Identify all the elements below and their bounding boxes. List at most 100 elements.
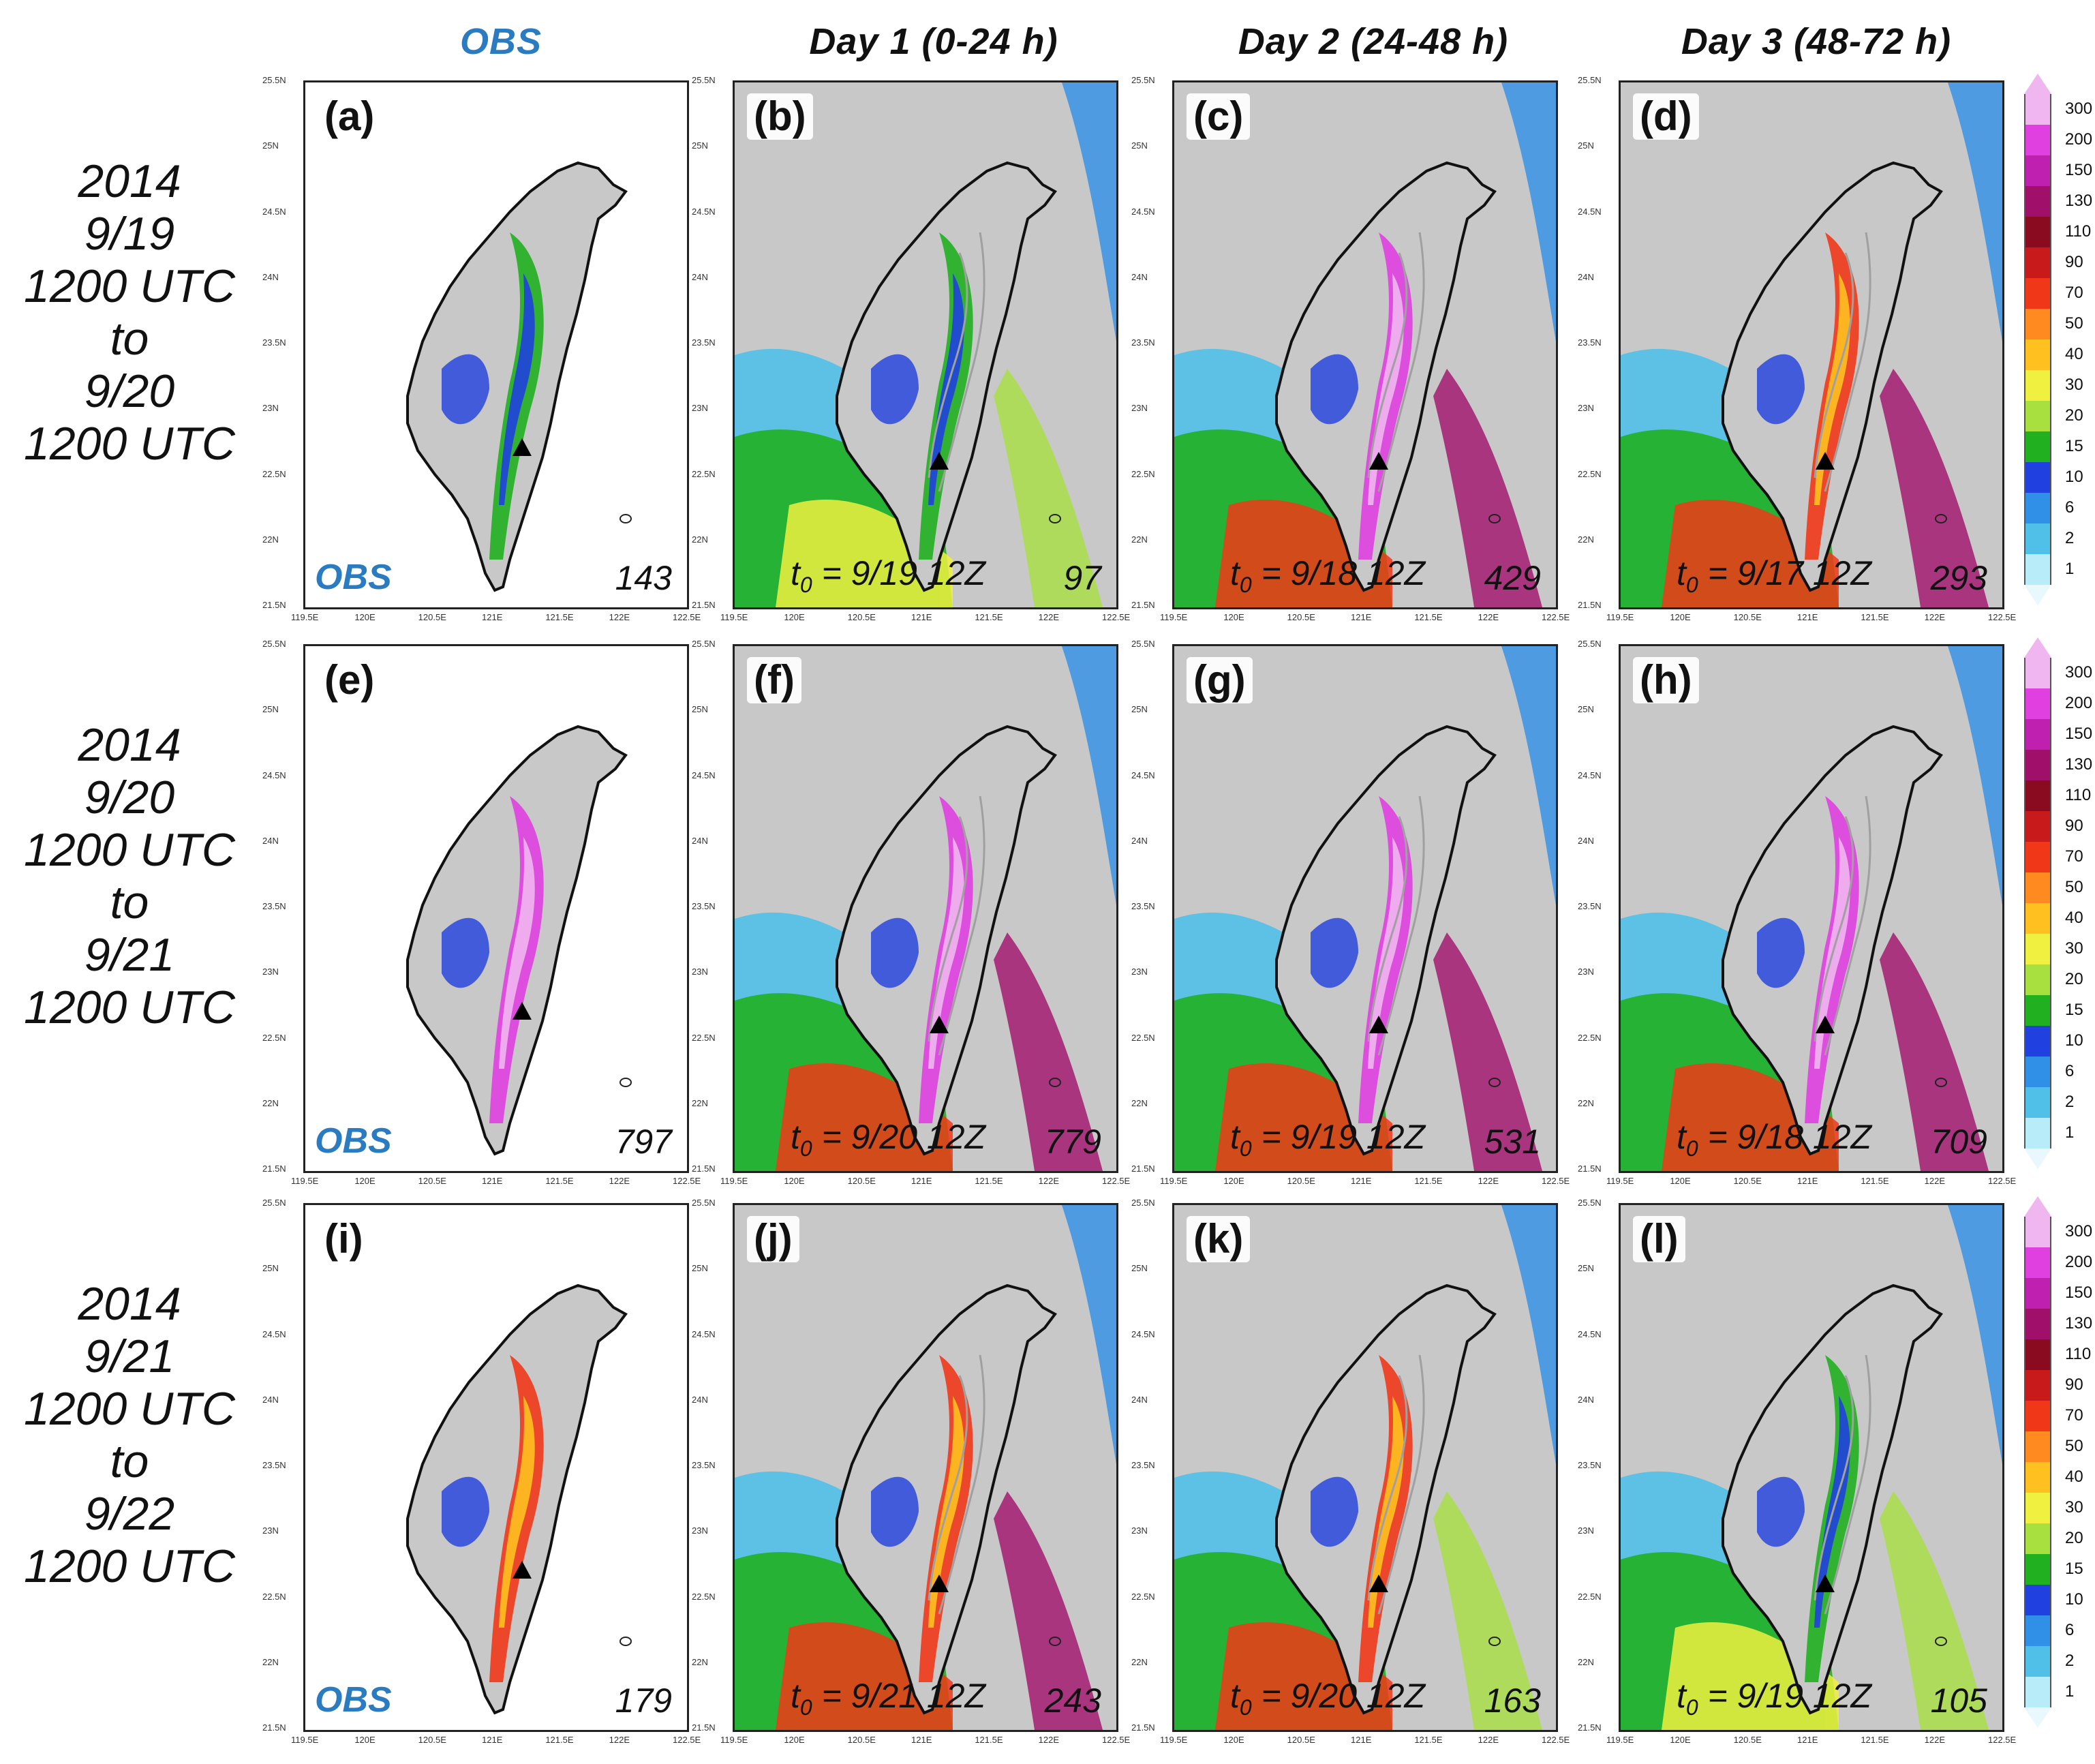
lat-tick-label: 23.5N: [262, 901, 286, 911]
row-label-line: 1200 UTC: [24, 260, 235, 312]
lat-tick-label: 22N: [1578, 1656, 1594, 1667]
init-time-sub: 0: [1239, 1695, 1252, 1720]
colorbar-swatch: [2024, 1087, 2051, 1118]
column-heading-2: Day 2 (24-48 h): [1238, 21, 1509, 62]
obs-tag: OBS: [315, 1121, 392, 1161]
lon-tick-label: 120.5E: [847, 1176, 876, 1186]
lat-tick-label: 21.5N: [1131, 600, 1155, 610]
panel-label: (h): [1633, 657, 1699, 703]
map-panel-0-2: (c) t0 = 9/18 12Z 429: [1172, 80, 1558, 609]
init-time-sub: 0: [799, 1695, 812, 1720]
rain-patch: [1757, 917, 1805, 988]
lat-tick-label: 22.5N: [1131, 1591, 1155, 1602]
lon-tick-label: 120E: [784, 612, 805, 622]
lon-tick-label: 120E: [1670, 612, 1691, 622]
column-heading-3: Day 3 (48-72 h): [1681, 21, 1952, 62]
lat-tick-label: 23N: [692, 403, 708, 414]
rain-band: [1062, 646, 1116, 905]
lon-tick-label: 121E: [1797, 612, 1818, 622]
colorbar-swatch: [2024, 1431, 2051, 1462]
max-rainfall-value: 97: [1063, 559, 1101, 597]
lat-tick-label: 25N: [692, 1263, 708, 1274]
lat-tick-label: 22N: [692, 1097, 708, 1108]
lat-tick-label: 25N: [262, 1263, 279, 1274]
terrain-contour: [1814, 1354, 1871, 1615]
colorbar-tick-label: 150: [2065, 1283, 2093, 1302]
lon-tick-label: 120.5E: [418, 1176, 446, 1186]
islet: [1049, 1078, 1061, 1087]
colorbar-swatch: [2024, 217, 2051, 247]
islet: [1488, 514, 1501, 523]
colorbar-tick-label: 70: [2065, 284, 2083, 302]
coastline: [406, 161, 628, 592]
rain-patch: [442, 354, 489, 425]
colorbar-swatch: [2024, 1309, 2051, 1339]
colorbar-tick-label: 90: [2065, 1375, 2083, 1394]
max-location-marker: [930, 1575, 949, 1592]
panel-label: (f): [747, 657, 801, 703]
lat-tick-label: 24N: [692, 835, 708, 846]
lon-tick-label: 121E: [1797, 1735, 1818, 1745]
colorbar-tick-label: 15: [2065, 1560, 2083, 1578]
lon-tick-label: 120E: [1223, 1735, 1244, 1745]
lat-tick-label: 21.5N: [262, 600, 286, 610]
lat-tick-label: 21.5N: [692, 1164, 716, 1174]
lon-tick-label: 122.5E: [1102, 1176, 1131, 1186]
colorbar-tick-label: 90: [2065, 817, 2083, 835]
max-rainfall-value: 179: [615, 1682, 672, 1720]
lat-tick-label: 22N: [262, 534, 279, 545]
colorbar-tick-label: 1: [2065, 1682, 2075, 1701]
lon-tick-label: 122E: [609, 1735, 630, 1745]
colorbar-tick-label: 130: [2065, 1314, 2093, 1333]
lat-tick-label: 25N: [1578, 1263, 1594, 1274]
lat-tick-label: 21.5N: [692, 1722, 716, 1733]
lat-tick-label: 25N: [692, 704, 708, 715]
row-label-line: 1200 UTC: [24, 982, 235, 1033]
colorbar-swatch: [2024, 278, 2051, 309]
lat-tick-label: 24.5N: [692, 1328, 716, 1339]
lat-tick-label: 21.5N: [1578, 1164, 1602, 1174]
panel-label: (l): [1633, 1216, 1685, 1262]
lat-tick-label: 22N: [692, 534, 708, 545]
lat-tick-label: 24N: [1131, 271, 1148, 282]
lat-tick-label: 24N: [262, 1394, 279, 1405]
lon-tick-label: 122E: [1924, 612, 1946, 622]
map-panel-2-2: (k) t0 = 9/20 12Z 163: [1172, 1203, 1558, 1732]
map-panel-1-3: (h) t0 = 9/18 12Z 709: [1619, 644, 2004, 1173]
lon-tick-label: 122E: [1038, 1176, 1060, 1186]
colorbar-tick-label: 70: [2065, 1406, 2083, 1425]
colorbar-tick-label: 110: [2065, 222, 2092, 241]
lon-tick-label: 119.5E: [291, 612, 319, 622]
lat-tick-label: 24.5N: [262, 206, 286, 217]
colorbar-swatch: [2024, 1056, 2051, 1087]
rain-band: [1501, 1205, 1556, 1464]
terrain-contour: [928, 232, 985, 492]
map-panel-1-1: (f) t0 = 9/20 12Z 779: [733, 644, 1118, 1173]
row-label-line: 2014: [78, 155, 181, 207]
lon-tick-label: 119.5E: [1160, 1176, 1188, 1186]
init-time-label: t0 = 9/19 12Z: [791, 553, 985, 598]
colorbar-tick-label: 40: [2065, 1468, 2083, 1486]
init-time-text: = 9/19 12Z: [1251, 1118, 1426, 1156]
init-time-label: t0 = 9/20 12Z: [1230, 1676, 1425, 1720]
colorbar-tick-label: 130: [2065, 192, 2093, 210]
colorbar-tick-label: 40: [2065, 909, 2083, 927]
terrain-contour: [928, 1354, 985, 1615]
rain-band: [994, 932, 1103, 1171]
rainfall-map: [735, 1205, 1116, 1730]
lon-tick-label: 122E: [1038, 1735, 1060, 1745]
init-time-var: t: [1230, 1118, 1240, 1156]
lon-tick-label: 120E: [1223, 612, 1244, 622]
lat-tick-label: 23N: [692, 1525, 708, 1536]
colorbar-tick-label: 110: [2065, 1345, 2092, 1363]
colorbar-swatch: [2024, 1554, 2051, 1585]
terrain-contour: [928, 795, 985, 1056]
lon-tick-label: 122.5E: [1988, 1176, 2017, 1186]
init-time-text: = 9/19 12Z: [1698, 1677, 1872, 1715]
colorbar-swatch: [2024, 903, 2051, 934]
lat-tick-label: 24N: [1578, 1394, 1594, 1405]
lat-tick-label: 22N: [1131, 1097, 1148, 1108]
colorbar-tick-label: 40: [2065, 345, 2083, 363]
lat-tick-label: 22.5N: [262, 468, 286, 479]
lat-tick-label: 24.5N: [1578, 1328, 1602, 1339]
